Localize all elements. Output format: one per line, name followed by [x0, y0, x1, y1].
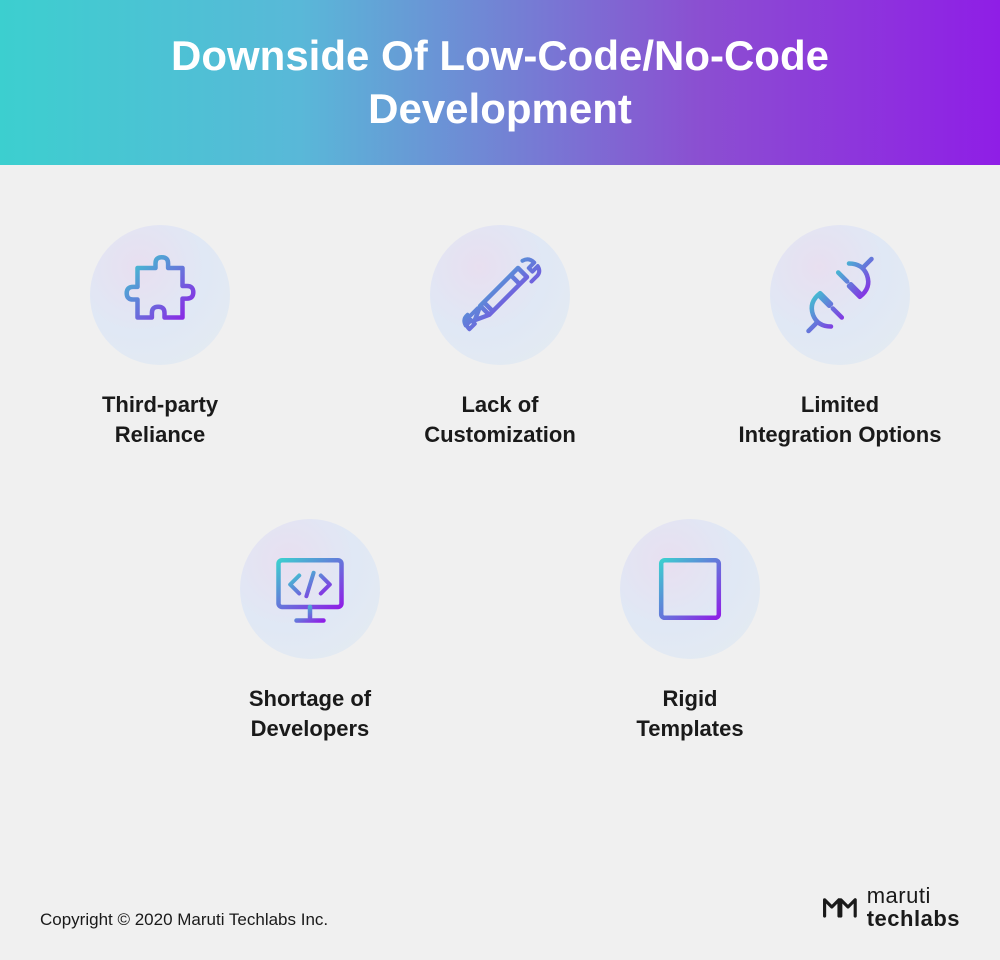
- pencil-wrench-icon: [455, 250, 545, 340]
- brand-logo: maruti techlabs: [821, 884, 960, 930]
- icon-circle: [430, 225, 570, 365]
- icon-circle: [770, 225, 910, 365]
- card-label: Limited Integration Options: [739, 390, 942, 449]
- plug-icon: [795, 250, 885, 340]
- card-label: Third-party Reliance: [102, 390, 218, 449]
- card-label: Shortage of Developers: [249, 684, 371, 743]
- brand-line-2: techlabs: [867, 907, 960, 930]
- card-templates: Rigid Templates: [570, 519, 810, 743]
- brand-line-1: maruti: [867, 884, 960, 907]
- brand-mark-icon: [821, 889, 857, 925]
- page-title: Downside Of Low-Code/No-Code Development: [40, 30, 960, 135]
- icon-circle: [90, 225, 230, 365]
- row-2: Shortage of Developers: [40, 519, 960, 743]
- card-integration: Limited Integration Options: [720, 225, 960, 449]
- icon-circle: [620, 519, 760, 659]
- content-area: Third-party Reliance Lack of Customizati…: [0, 165, 1000, 804]
- icon-circle: [240, 519, 380, 659]
- row-1: Third-party Reliance Lack of Customizati…: [40, 225, 960, 449]
- header-banner: Downside Of Low-Code/No-Code Development: [0, 0, 1000, 165]
- card-label: Lack of Customization: [424, 390, 576, 449]
- template-icon: [645, 544, 735, 634]
- footer: Copyright © 2020 Maruti Techlabs Inc. ma…: [40, 884, 960, 930]
- card-third-party: Third-party Reliance: [40, 225, 280, 449]
- card-label: Rigid Templates: [636, 684, 743, 743]
- card-developers: Shortage of Developers: [190, 519, 430, 743]
- code-monitor-icon: [265, 544, 355, 634]
- copyright-text: Copyright © 2020 Maruti Techlabs Inc.: [40, 910, 328, 930]
- puzzle-icon: [115, 250, 205, 340]
- brand-text: maruti techlabs: [867, 884, 960, 930]
- card-customization: Lack of Customization: [380, 225, 620, 449]
